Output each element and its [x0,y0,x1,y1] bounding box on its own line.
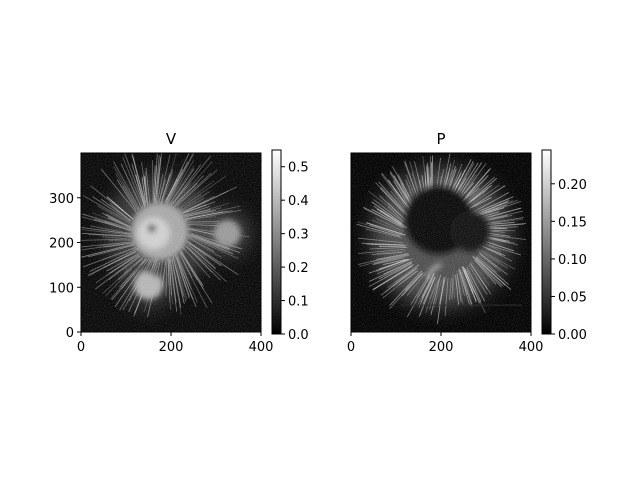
panel-v-y-tick-label: 100 [49,281,74,296]
panel-p-title: P [436,130,445,148]
panel-v-colorbar-ticks: 0.0 0.1 0.2 0.3 0.4 0.5 [281,161,309,343]
panel-p-colorbar-ticks: 0.00 0.05 0.10 0.15 0.20 [551,178,587,343]
panel-v-x-tick-label: 0 [77,340,85,355]
panel-v-y-tick-label: 300 [49,192,74,207]
panel-v-colorbar-tick-label: 0.0 [288,328,309,343]
panel-p: P 0 200 400 0.00 0.05 0.10 0.15 0.20 [347,130,587,355]
panel-v-colorbar-tick-label: 0.4 [288,194,309,209]
panel-v-colorbar-tick-label: 0.3 [288,228,309,243]
panel-p-colorbar-tick-label: 0.10 [558,253,587,268]
panel-v-colorbar-tick-label: 0.5 [288,161,309,176]
panel-v-x-tick-label: 200 [159,340,184,355]
panel-p-x-tick-label: 0 [347,340,355,355]
panel-v-y-axis: 0 100 200 300 [49,192,81,341]
panel-v-title: V [166,130,177,148]
panel-p-colorbar-tick-label: 0.05 [558,290,587,305]
panel-v-grain [81,153,261,332]
panel-v-colorbar-tick-label: 0.2 [288,261,309,276]
panel-p-colorbar-tick-label: 0.15 [558,215,587,230]
panel-p-grain [351,153,531,332]
panel-v-x-axis: 0 200 400 [77,332,274,355]
panel-p-x-tick-label: 200 [429,340,454,355]
panel-v-y-tick-label: 0 [66,326,74,341]
panel-v-y-tick-label: 200 [49,237,74,252]
panel-p-x-axis: 0 200 400 [347,332,544,355]
panel-v-x-tick-label: 400 [249,340,274,355]
panel-p-colorbar [541,149,552,335]
panel-v-colorbar-tick-label: 0.1 [288,295,309,310]
panel-v: V 0 200 400 0 100 200 300 0.0 0.1 0.2 0.3 0.4 0.5 [49,130,309,355]
panel-v-colorbar [271,149,282,335]
panel-p-colorbar-tick-label: 0.00 [558,328,587,343]
panel-p-colorbar-tick-label: 0.20 [558,178,587,193]
panel-p-x-tick-label: 400 [519,340,544,355]
